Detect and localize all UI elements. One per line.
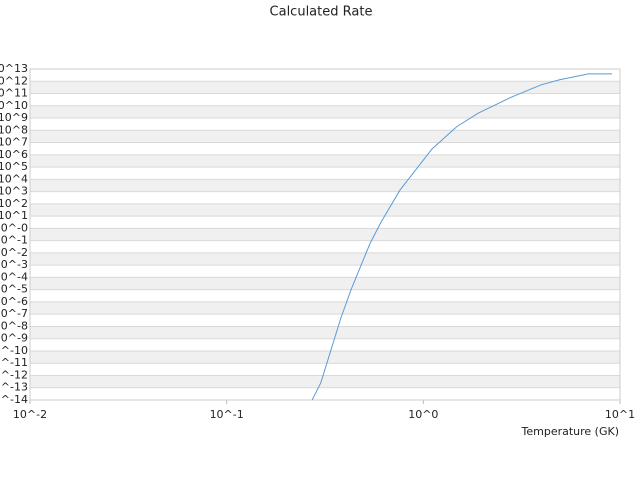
y-tick-label: 10^7 (0, 136, 28, 149)
y-tick-label: 10^-7 (0, 307, 28, 320)
grid-band (30, 105, 620, 119)
grid-band (30, 301, 620, 315)
y-tick-label: 10^-1 (0, 234, 28, 247)
grid-band (30, 203, 620, 217)
y-tick-label: 10^-6 (0, 295, 28, 308)
chart-title: Calculated Rate (270, 5, 373, 20)
grid-band (30, 350, 620, 364)
y-tick-label: 10^-13 (0, 381, 28, 394)
grid-band (30, 81, 620, 94)
x-tick-label: 10^-2 (13, 408, 47, 421)
y-tick-label: 10^9 (0, 111, 28, 124)
x-tick-label: 10^0 (408, 408, 438, 421)
y-tick-label: 10^-9 (0, 332, 28, 345)
y-tick-label: 10^-11 (0, 356, 28, 369)
y-tick-label: 10^-12 (0, 368, 28, 381)
grid-band (30, 179, 620, 192)
grid-band (30, 252, 620, 266)
y-tick-label: 10^13 (0, 62, 28, 75)
y-tick-label: 10^-5 (0, 283, 28, 296)
y-tick-label: 10^-8 (0, 319, 28, 332)
x-tick-label: 10^1 (605, 408, 635, 421)
y-tick-label: 10^-14 (0, 393, 28, 406)
y-tick-label: 10^2 (0, 197, 28, 210)
plot-frame (29, 68, 621, 401)
grid-band (30, 228, 620, 241)
data-line (311, 73, 612, 400)
x-tick-label: 10^-1 (210, 408, 244, 421)
y-tick-label: 10^-10 (0, 344, 28, 357)
y-tick-label: 10^-2 (0, 246, 28, 259)
y-tick-label: 10^11 (0, 87, 28, 100)
grid-band (30, 277, 620, 290)
x-axis-label: Temperature (GK) (521, 425, 620, 438)
grid-band (30, 130, 620, 143)
y-tick-label: 10^-3 (0, 258, 28, 271)
y-tick-label: 10^-0 (0, 221, 28, 234)
y-tick-label: 10^10 (0, 99, 28, 112)
grid-band (30, 154, 620, 168)
grid-band (30, 326, 620, 339)
y-tick-label: 10^6 (0, 148, 28, 161)
y-tick-label: 10^12 (0, 74, 28, 87)
grid-band (30, 375, 620, 388)
y-tick-label: 10^-4 (0, 270, 28, 283)
y-tick-label: 10^1 (0, 209, 28, 222)
y-tick-label: 10^5 (0, 160, 28, 173)
y-tick-label: 10^4 (0, 172, 28, 185)
y-tick-label: 10^3 (0, 185, 28, 198)
y-tick-label: 10^8 (0, 123, 28, 136)
